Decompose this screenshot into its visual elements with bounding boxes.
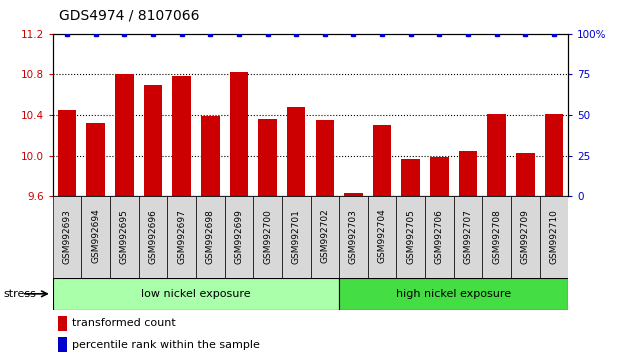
- Bar: [459, 151, 478, 196]
- Text: GSM992709: GSM992709: [521, 209, 530, 264]
- Bar: [483, 196, 511, 278]
- Bar: [454, 196, 483, 278]
- Bar: [53, 278, 339, 310]
- Bar: [339, 196, 368, 278]
- Bar: [516, 153, 535, 196]
- Bar: [58, 337, 67, 352]
- Text: stress: stress: [3, 289, 36, 299]
- Text: GSM992696: GSM992696: [148, 209, 158, 264]
- Bar: [344, 193, 363, 196]
- Bar: [425, 196, 454, 278]
- Bar: [53, 196, 81, 278]
- Bar: [58, 316, 67, 331]
- Bar: [115, 74, 134, 196]
- Bar: [373, 125, 391, 196]
- Bar: [430, 157, 448, 196]
- Bar: [167, 196, 196, 278]
- Text: GSM992707: GSM992707: [463, 209, 473, 264]
- Bar: [287, 107, 306, 196]
- Bar: [401, 159, 420, 196]
- Bar: [315, 120, 334, 196]
- Text: GSM992706: GSM992706: [435, 209, 444, 264]
- Bar: [225, 196, 253, 278]
- Text: GSM992702: GSM992702: [320, 209, 329, 263]
- Text: GSM992697: GSM992697: [177, 209, 186, 264]
- Text: GSM992693: GSM992693: [63, 209, 71, 264]
- Text: GDS4974 / 8107066: GDS4974 / 8107066: [59, 9, 199, 23]
- Bar: [58, 110, 76, 196]
- Bar: [230, 72, 248, 196]
- Bar: [86, 123, 105, 196]
- Text: GSM992705: GSM992705: [406, 209, 415, 264]
- Bar: [511, 196, 540, 278]
- Text: high nickel exposure: high nickel exposure: [396, 289, 511, 299]
- Text: GSM992700: GSM992700: [263, 209, 272, 264]
- Bar: [173, 76, 191, 196]
- Text: GSM992703: GSM992703: [349, 209, 358, 264]
- Bar: [81, 196, 110, 278]
- Text: GSM992698: GSM992698: [206, 209, 215, 264]
- Bar: [396, 196, 425, 278]
- Text: transformed count: transformed count: [73, 318, 176, 329]
- Bar: [487, 114, 506, 196]
- Bar: [110, 196, 138, 278]
- Text: percentile rank within the sample: percentile rank within the sample: [73, 339, 260, 350]
- Text: GSM992699: GSM992699: [234, 209, 243, 264]
- Text: GSM992708: GSM992708: [492, 209, 501, 264]
- Text: low nickel exposure: low nickel exposure: [141, 289, 251, 299]
- Bar: [253, 196, 282, 278]
- Text: GSM992704: GSM992704: [378, 209, 387, 263]
- Bar: [310, 196, 339, 278]
- Bar: [339, 278, 568, 310]
- Bar: [545, 114, 563, 196]
- Bar: [540, 196, 568, 278]
- Bar: [258, 119, 277, 196]
- Bar: [196, 196, 225, 278]
- Bar: [143, 85, 162, 196]
- Text: GSM992710: GSM992710: [550, 209, 558, 264]
- Bar: [138, 196, 167, 278]
- Text: GSM992694: GSM992694: [91, 209, 100, 263]
- Bar: [368, 196, 396, 278]
- Text: GSM992695: GSM992695: [120, 209, 129, 264]
- Bar: [201, 116, 220, 196]
- Bar: [282, 196, 310, 278]
- Text: GSM992701: GSM992701: [292, 209, 301, 264]
